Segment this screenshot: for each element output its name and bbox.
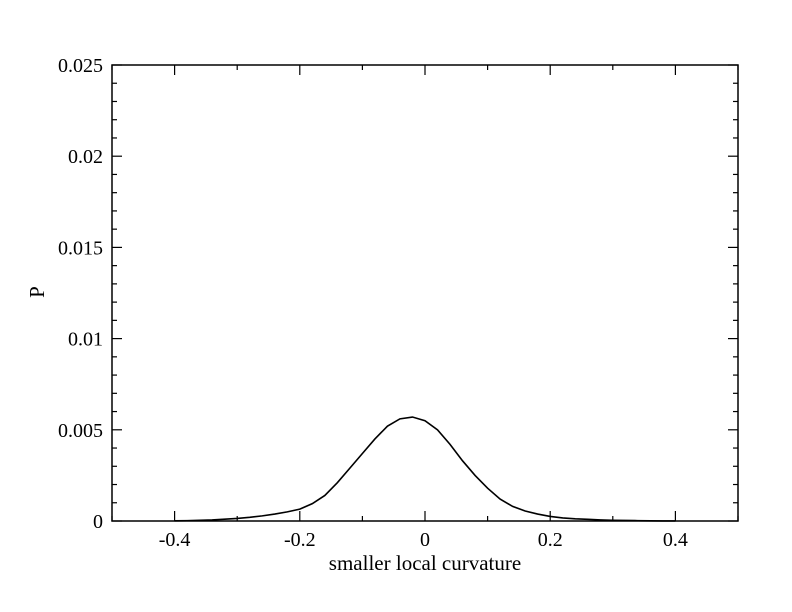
x-tick-label: 0.4 (663, 529, 688, 551)
y-tick-label: 0.015 (58, 237, 103, 259)
x-tick-label: 0.2 (538, 529, 563, 551)
y-tick-label: 0.025 (58, 55, 103, 77)
plot-frame (111, 64, 739, 522)
x-tick-labels: -0.4 -0.2 0 0.2 0.4 (159, 529, 688, 551)
y-tick-label: 0.01 (68, 329, 103, 351)
x-tick-label: 0 (420, 529, 430, 551)
axis-ticks (111, 64, 739, 522)
x-tick-label: -0.4 (159, 529, 191, 551)
y-axis-label: P (25, 286, 49, 298)
x-axis-label: smaller local curvature (329, 551, 521, 575)
x-tick-label: -0.2 (284, 529, 316, 551)
y-tick-label: 0.02 (68, 146, 103, 168)
probability-curve (174, 416, 676, 522)
y-tick-label: 0.005 (58, 420, 103, 442)
y-tick-label: 0 (93, 511, 103, 533)
y-tick-labels: 0 0.005 0.01 0.015 0.02 0.025 (58, 55, 103, 533)
